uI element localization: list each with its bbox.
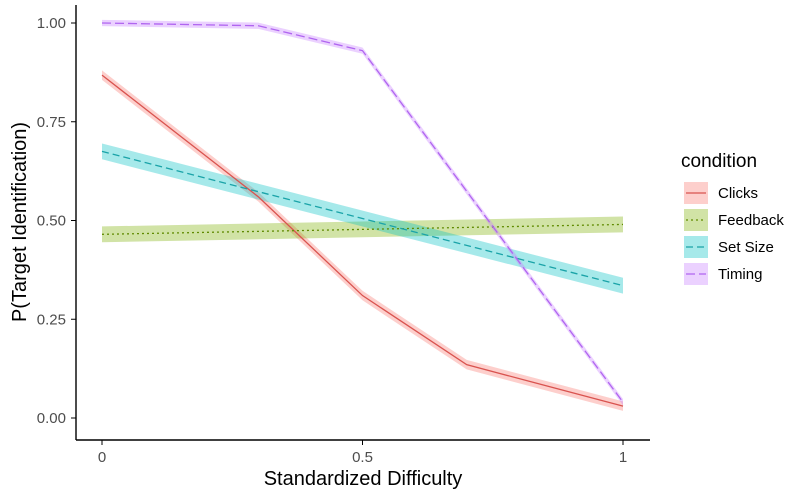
y-tick-label: 1.00 [37,15,66,32]
legend-label-timing: Timing [718,266,762,283]
legend-label-set-size: Set Size [718,239,774,256]
y-tick-label: 0.25 [37,311,66,328]
line-feedback [101,223,624,235]
legend-key-set-size [684,236,708,258]
y-tick-label: 0.75 [37,114,66,131]
y-tick-label: 0.00 [37,410,66,427]
ticks: 0.00 0.25 0.50 0.75 1.00 0 0.5 1 [37,15,627,466]
legend-title: condition [681,151,757,172]
series-lines [101,22,624,407]
x-tick-label: 0.5 [352,449,373,466]
legend: condition Clicks Feedback Set Size Timing [681,151,784,285]
legend-label-clicks: Clicks [718,185,758,202]
y-tick-label: 0.50 [37,213,66,230]
line-clicks [101,74,624,407]
x-axis-title: Standardized Difficulty [264,468,463,490]
y-axis-title: P(Target Identification) [9,122,31,322]
legend-key-timing [684,263,708,285]
x-tick-label: 0 [98,449,106,466]
x-tick-label: 1 [619,449,627,466]
line-set-size [101,150,624,287]
legend-label-feedback: Feedback [718,212,784,229]
line-timing [101,22,624,403]
confidence-bands [102,19,623,411]
